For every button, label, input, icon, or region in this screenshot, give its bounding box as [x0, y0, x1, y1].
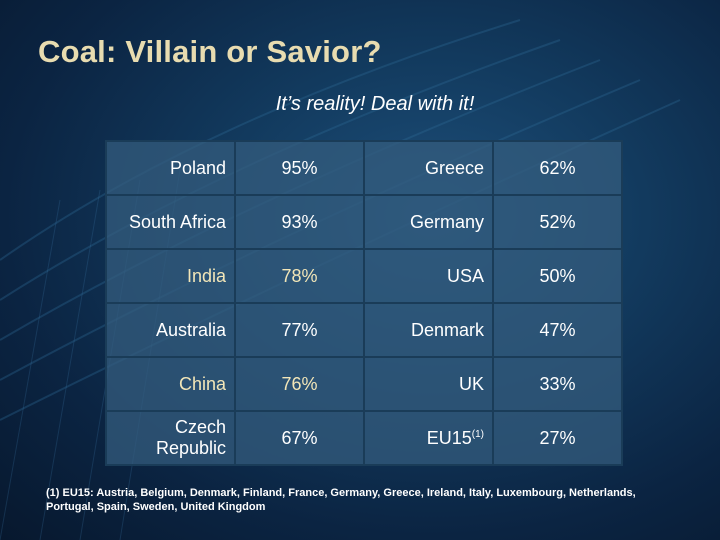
table-row: India 78% USA 50%: [105, 248, 623, 304]
data-table: Poland 95% Greece 62% South Africa 93% G…: [105, 140, 623, 466]
coal-share-value: 33%: [492, 356, 623, 412]
table-row: Australia 77% Denmark 47%: [105, 302, 623, 358]
coal-share-value: 67%: [234, 410, 365, 466]
country-name: China: [105, 356, 236, 412]
table-row: Poland 95% Greece 62%: [105, 140, 623, 196]
country-name: UK: [363, 356, 494, 412]
coal-share-value: 52%: [492, 194, 623, 250]
footnote: (1) EU15: Austria, Belgium, Denmark, Fin…: [46, 487, 636, 513]
country-name-text: EU15: [426, 427, 472, 448]
coal-share-value: 27%: [492, 410, 623, 466]
coal-share-value: 76%: [234, 356, 365, 412]
table-row: South Africa 93% Germany 52%: [105, 194, 623, 250]
coal-share-value: 50%: [492, 248, 623, 304]
country-name: Denmark: [363, 302, 494, 358]
coal-share-value: 47%: [492, 302, 623, 358]
coal-share-value: 93%: [234, 194, 365, 250]
coal-share-value: 62%: [492, 140, 623, 196]
country-name: India: [105, 248, 236, 304]
slide-subtitle: It’s reality! Deal with it!: [275, 93, 475, 115]
table-row: Czech Republic 67% EU15(1) 27%: [105, 410, 623, 466]
country-name: EU15(1): [363, 410, 494, 466]
country-name: South Africa: [105, 194, 236, 250]
coal-share-value: 95%: [234, 140, 365, 196]
country-name: Czech Republic: [105, 410, 236, 466]
coal-share-value: 78%: [234, 248, 365, 304]
country-name: Poland: [105, 140, 236, 196]
country-name: Germany: [363, 194, 494, 250]
footnote-marker: (1): [471, 428, 484, 440]
slide-title: Coal: Villain or Savior?: [38, 34, 382, 69]
table-row: China 76% UK 33%: [105, 356, 623, 412]
country-name: Greece: [363, 140, 494, 196]
country-name: Australia: [105, 302, 236, 358]
coal-share-value: 77%: [234, 302, 365, 358]
coal-share-table: Poland 95% Greece 62% South Africa 93% G…: [105, 140, 623, 466]
country-name: USA: [363, 248, 494, 304]
